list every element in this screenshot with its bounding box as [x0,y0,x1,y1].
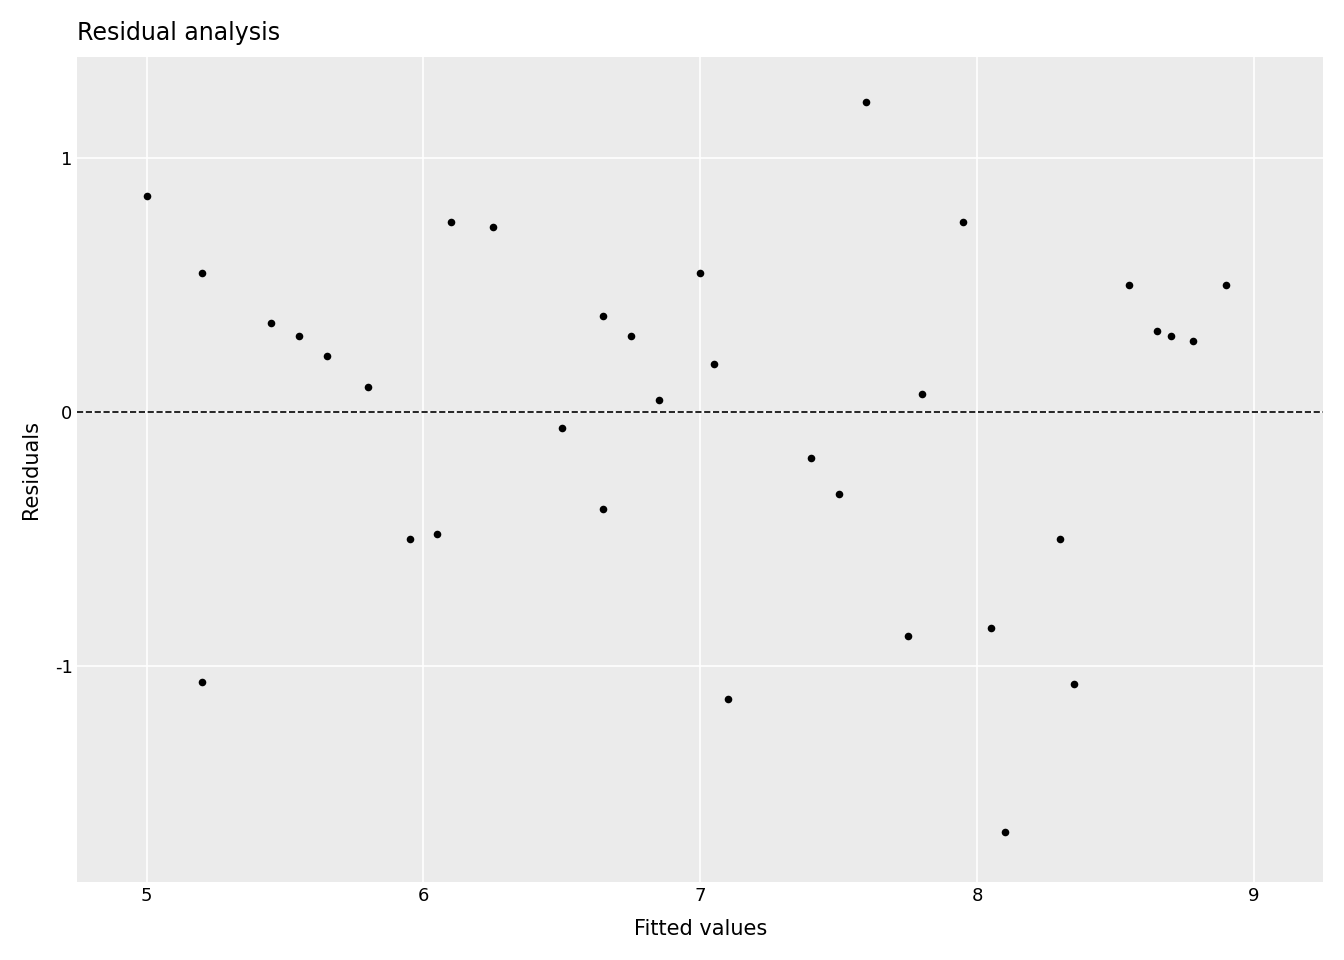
Point [593,308,614,324]
Point [1146,324,1168,339]
Point [718,692,739,708]
Point [856,95,878,110]
Point [648,392,669,407]
Point [191,674,212,689]
Point [995,824,1016,839]
Point [426,527,448,542]
Point [1160,328,1181,344]
Point [399,532,421,547]
Point [800,450,821,466]
Point [593,501,614,516]
Point [1215,277,1236,293]
Text: Residual analysis: Residual analysis [78,21,281,45]
Point [689,265,711,280]
Point [482,219,504,234]
Point [136,188,157,204]
Point [1063,677,1085,692]
Point [191,265,212,280]
Point [1183,333,1204,348]
Point [898,628,919,643]
Point [911,387,933,402]
Point [441,214,462,229]
Point [261,316,282,331]
Point [953,214,974,229]
Point [621,328,642,344]
Point [1050,532,1071,547]
X-axis label: Fitted values: Fitted values [633,919,767,939]
Point [980,620,1001,636]
Point [551,420,573,435]
Point [1118,277,1140,293]
Point [828,486,849,501]
Point [316,348,337,364]
Y-axis label: Residuals: Residuals [22,420,40,519]
Point [358,379,379,395]
Point [703,356,724,372]
Point [288,328,309,344]
